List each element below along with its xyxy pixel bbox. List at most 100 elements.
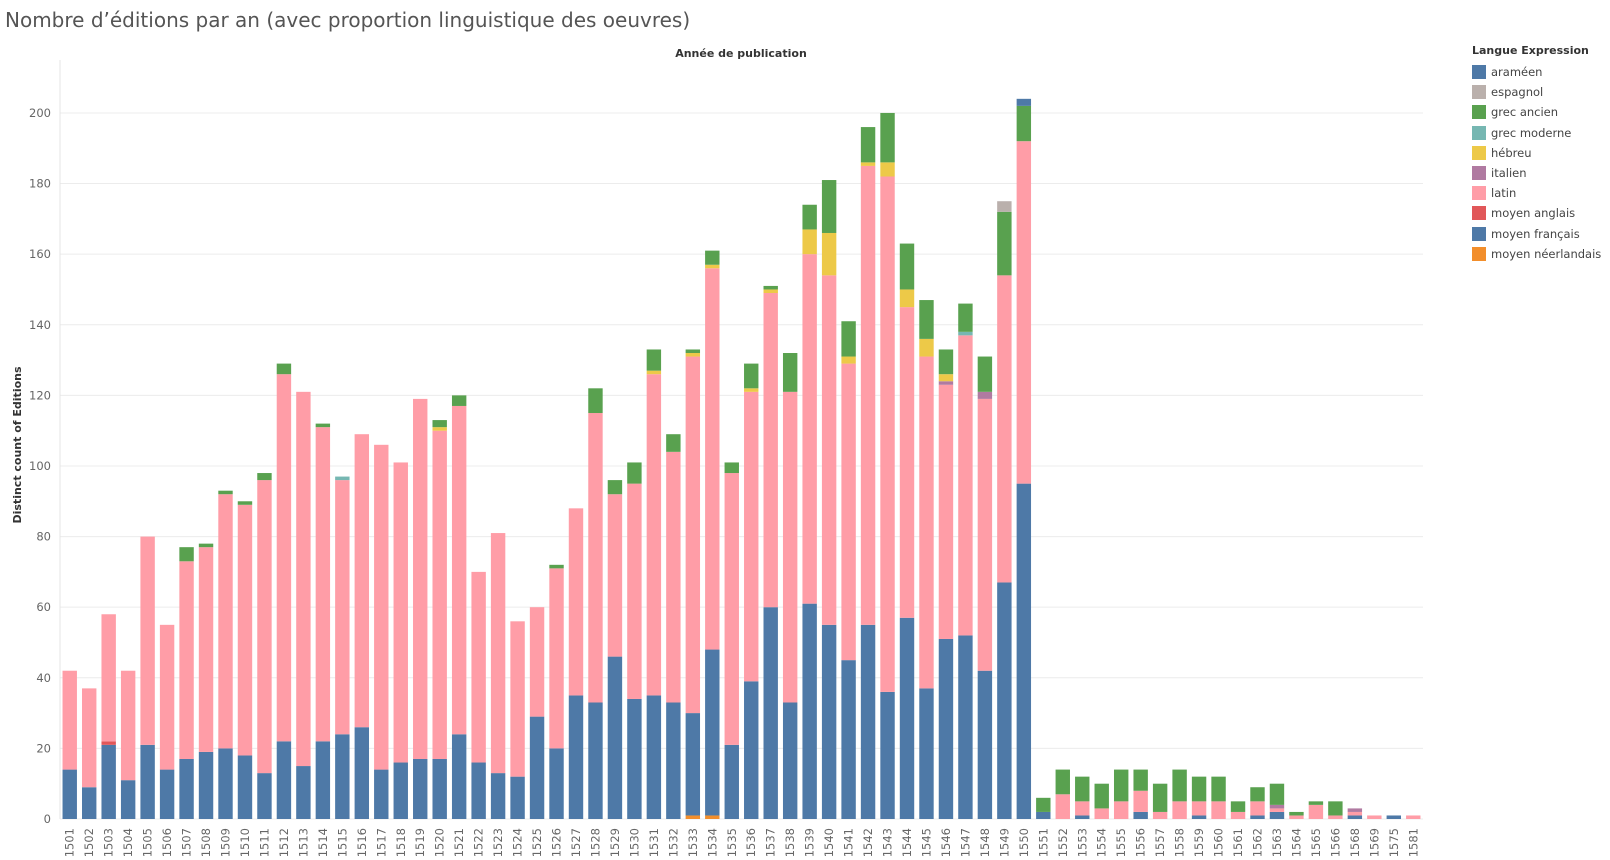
legend-item[interactable]: moyen français — [1472, 224, 1608, 244]
bar-segment[interactable] — [958, 303, 973, 332]
bar-segment[interactable] — [899, 289, 915, 308]
bar-segment[interactable] — [335, 480, 350, 735]
bar-segment[interactable] — [685, 713, 701, 816]
bar-segment[interactable] — [140, 744, 155, 819]
bar-segment[interactable] — [1367, 815, 1382, 819]
bar-segment[interactable] — [958, 331, 973, 336]
bar-segment[interactable] — [821, 275, 837, 625]
bar-segment[interactable] — [354, 434, 370, 728]
bar-segment[interactable] — [1308, 804, 1324, 819]
legend-item[interactable]: araméen — [1472, 62, 1608, 82]
bar-segment[interactable] — [744, 388, 759, 392]
bar-segment[interactable] — [705, 264, 720, 269]
bar-segment[interactable] — [705, 815, 720, 819]
bar-segment[interactable] — [646, 374, 662, 696]
bar-segment[interactable] — [919, 338, 934, 357]
bar-segment[interactable] — [179, 547, 194, 562]
bar-segment[interactable] — [1133, 790, 1148, 812]
bar-segment[interactable] — [1347, 811, 1363, 816]
bar-segment[interactable] — [198, 543, 214, 548]
bar-segment[interactable] — [1075, 801, 1090, 816]
legend-item[interactable]: moyen anglais — [1472, 203, 1608, 223]
bar-segment[interactable] — [685, 815, 701, 819]
bar-segment[interactable] — [1289, 815, 1304, 819]
bar-segment[interactable] — [1133, 769, 1148, 791]
bar-segment[interactable] — [82, 688, 97, 788]
bar-segment[interactable] — [1113, 801, 1129, 819]
bar-segment[interactable] — [841, 321, 856, 357]
bar-segment[interactable] — [276, 741, 292, 819]
bar-segment[interactable] — [179, 758, 194, 819]
bar-segment[interactable] — [1016, 98, 1032, 106]
bar-segment[interactable] — [666, 702, 681, 820]
bar-segment[interactable] — [179, 561, 194, 759]
bar-segment[interactable] — [607, 480, 623, 495]
bar-segment[interactable] — [607, 656, 623, 819]
bar-segment[interactable] — [315, 423, 331, 428]
bar-segment[interactable] — [257, 480, 272, 774]
bar-segment[interactable] — [62, 769, 77, 819]
bar-segment[interactable] — [568, 508, 584, 696]
bar-segment[interactable] — [841, 356, 856, 364]
bar-segment[interactable] — [315, 427, 331, 742]
bar-segment[interactable] — [432, 427, 447, 431]
bar-segment[interactable] — [1211, 776, 1226, 802]
bar-segment[interactable] — [821, 624, 837, 819]
bar-segment[interactable] — [393, 762, 408, 819]
bar-segment[interactable] — [354, 727, 370, 819]
bar-segment[interactable] — [432, 430, 447, 759]
bar-segment[interactable] — [101, 741, 116, 745]
bar-segment[interactable] — [1250, 787, 1265, 802]
bar-segment[interactable] — [276, 374, 292, 742]
bar-segment[interactable] — [1055, 769, 1070, 795]
bar-segment[interactable] — [529, 607, 545, 717]
bar-segment[interactable] — [958, 635, 973, 819]
bar-segment[interactable] — [588, 702, 603, 820]
bar-segment[interactable] — [1075, 776, 1090, 802]
bar-segment[interactable] — [763, 293, 778, 608]
bar-segment[interactable] — [120, 780, 136, 819]
bar-segment[interactable] — [919, 688, 934, 819]
bar-segment[interactable] — [1036, 811, 1051, 819]
bar-segment[interactable] — [763, 285, 778, 290]
bar-segment[interactable] — [646, 695, 662, 819]
bar-segment[interactable] — [1269, 804, 1285, 809]
bar-segment[interactable] — [763, 289, 778, 293]
bar-segment[interactable] — [938, 384, 954, 639]
bar-segment[interactable] — [782, 391, 798, 703]
bar-segment[interactable] — [821, 232, 837, 276]
bar-segment[interactable] — [237, 755, 253, 819]
bar-segment[interactable] — [1152, 783, 1168, 812]
bar-segment[interactable] — [1016, 141, 1032, 484]
bar-segment[interactable] — [393, 462, 408, 763]
bar-segment[interactable] — [82, 787, 97, 819]
bar-segment[interactable] — [1328, 815, 1343, 819]
bar-segment[interactable] — [705, 268, 720, 650]
bar-segment[interactable] — [880, 176, 895, 692]
bar-segment[interactable] — [101, 744, 116, 819]
bar-segment[interactable] — [1113, 769, 1129, 802]
bar-segment[interactable] — [1133, 811, 1148, 819]
bar-segment[interactable] — [159, 769, 175, 819]
bar-segment[interactable] — [627, 462, 642, 484]
bar-segment[interactable] — [860, 127, 876, 163]
bar-segment[interactable] — [1269, 811, 1285, 819]
bar-segment[interactable] — [490, 533, 506, 774]
bar-segment[interactable] — [432, 420, 447, 428]
bar-segment[interactable] — [218, 748, 233, 819]
bar-segment[interactable] — [724, 473, 739, 745]
bar-segment[interactable] — [257, 473, 272, 481]
bar-segment[interactable] — [218, 490, 233, 495]
bar-segment[interactable] — [860, 165, 876, 625]
bar-segment[interactable] — [860, 162, 876, 166]
bar-segment[interactable] — [159, 624, 175, 770]
bar-segment[interactable] — [1347, 815, 1363, 819]
bar-segment[interactable] — [646, 349, 662, 371]
bar-segment[interactable] — [1152, 811, 1168, 819]
legend-item[interactable]: moyen néerlandais — [1472, 244, 1608, 264]
bar-segment[interactable] — [1230, 811, 1246, 819]
bar-segment[interactable] — [257, 773, 272, 819]
bar-segment[interactable] — [744, 391, 759, 682]
bar-segment[interactable] — [938, 374, 954, 382]
bar-segment[interactable] — [880, 162, 895, 177]
